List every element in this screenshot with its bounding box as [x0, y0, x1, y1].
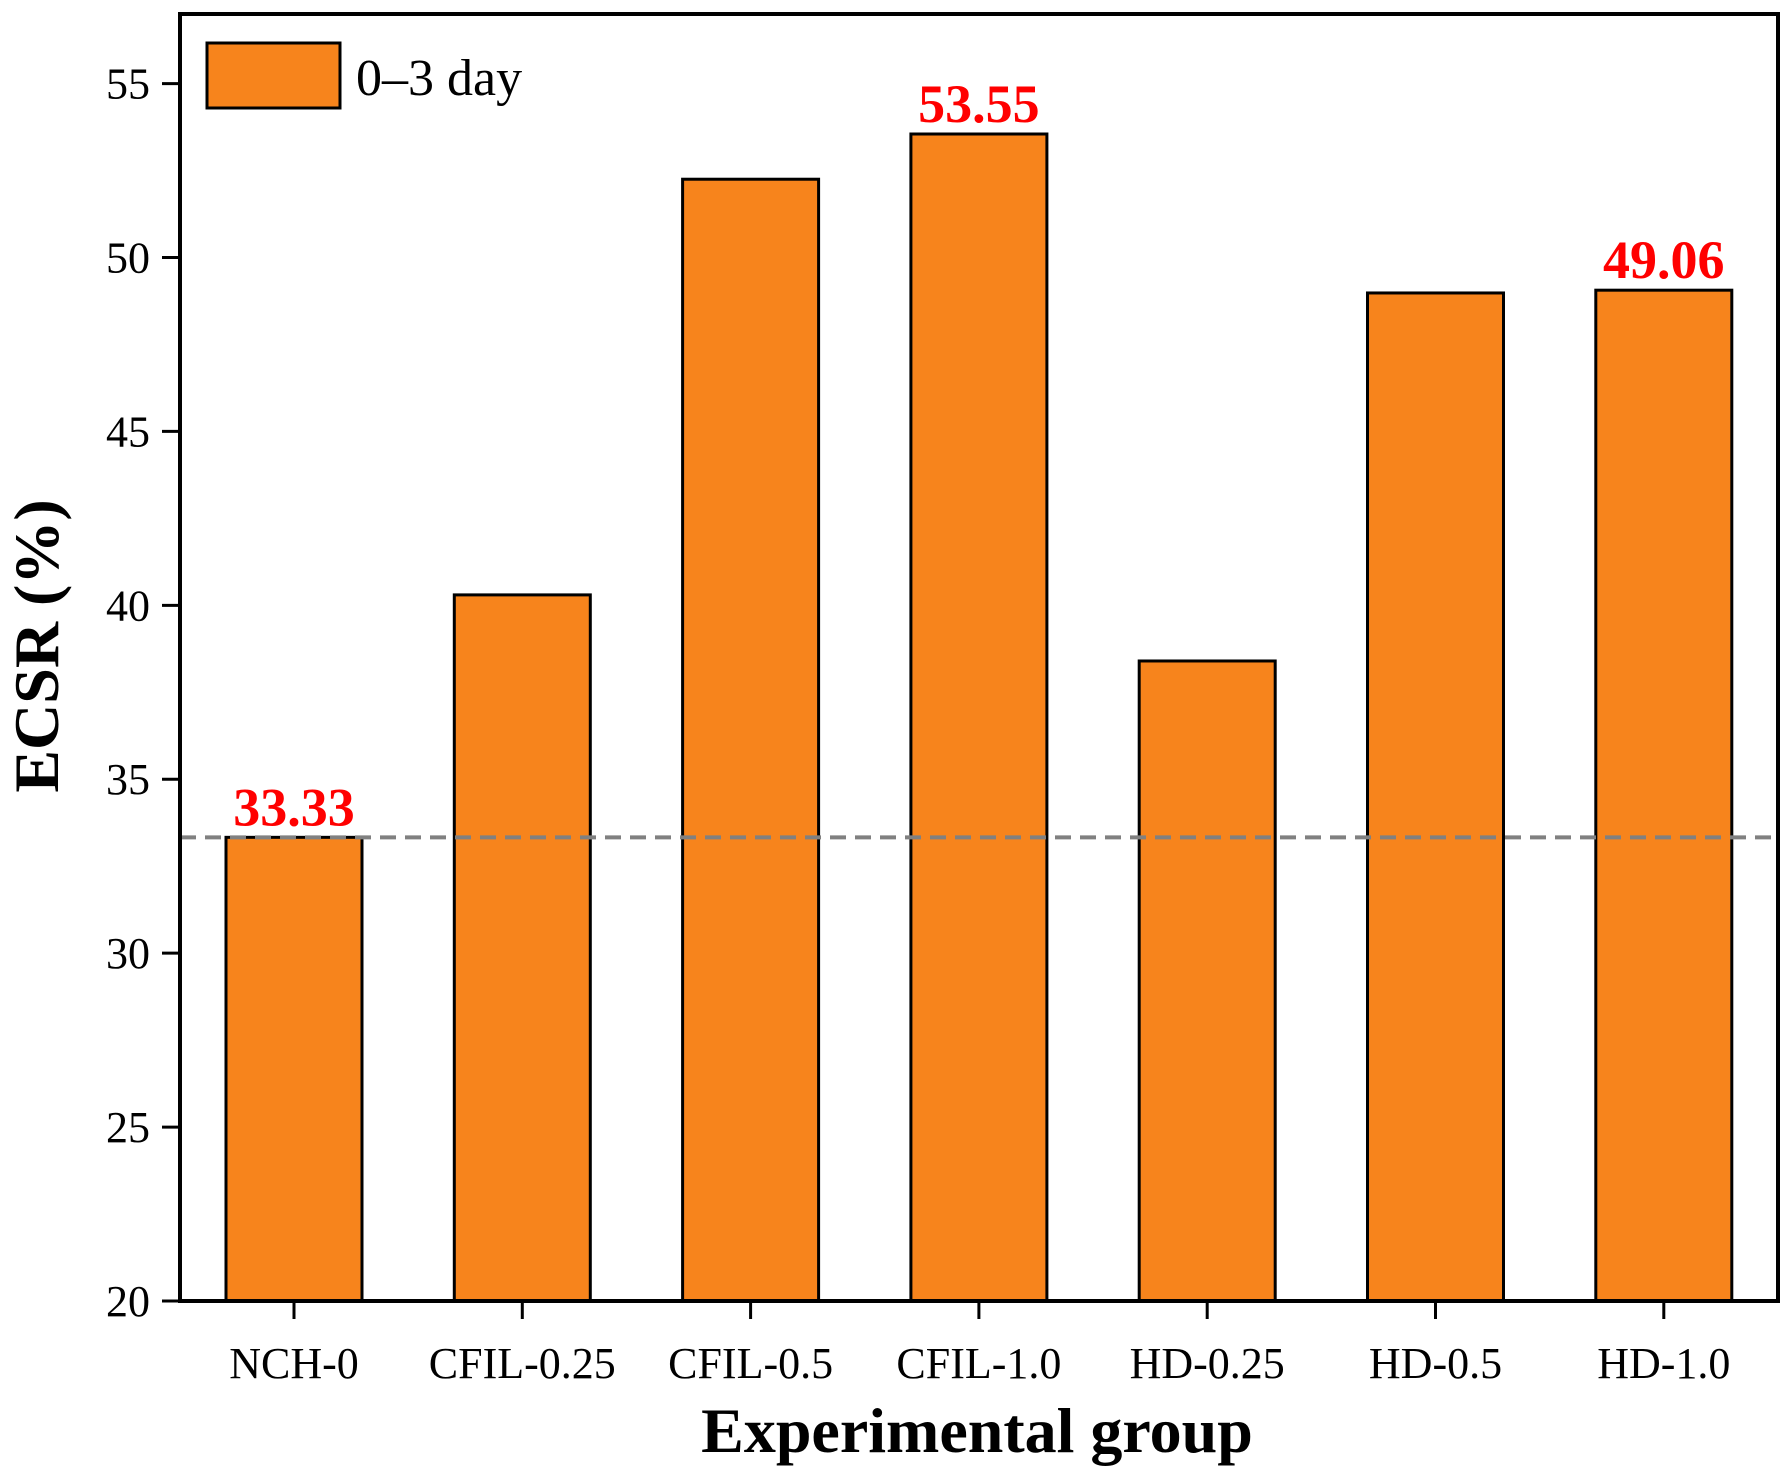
legend-swatch	[205, 41, 342, 110]
y-axis-title: ECSR (%)	[1, 499, 72, 792]
y-tick-label: 35	[106, 755, 150, 804]
x-tick-label: HD-0.25	[1130, 1339, 1285, 1388]
y-tick-label: 50	[106, 233, 150, 282]
data-label-nch-0: 33.33	[233, 777, 355, 837]
y-tick-label: 30	[106, 929, 150, 978]
axes-layer: 20 25 30 35 40 45 50 55 NCH-0 CFIL-0.25 CFIL-0.5 CF…	[106, 12, 1780, 1388]
data-label-hd-1-0: 49.06	[1603, 230, 1725, 290]
data-label-cfil-1-0: 53.55	[918, 74, 1040, 134]
bar-cfil-1-0	[909, 132, 1049, 1303]
y-tick-label: 55	[106, 60, 150, 109]
x-tick-label: NCH-0	[229, 1339, 359, 1388]
x-tick-label: CFIL-1.0	[896, 1339, 1061, 1388]
bar-nch-0	[224, 835, 364, 1303]
bar-hd-0-5	[1366, 291, 1505, 1303]
bar-cfil-0-25	[452, 593, 592, 1303]
y-tick-label: 25	[106, 1103, 150, 1152]
y-tick-label: 20	[106, 1277, 150, 1326]
bar-cfil-0-5	[681, 177, 821, 1303]
x-tick-label: CFIL-0.25	[429, 1339, 616, 1388]
x-tick-label: HD-0.5	[1369, 1339, 1502, 1388]
y-tick-label: 45	[106, 407, 150, 456]
x-tick-label: HD-1.0	[1597, 1339, 1730, 1388]
legend-label: 0–3 day	[356, 50, 522, 107]
bar-hd-1-0	[1594, 288, 1734, 1303]
bars-layer	[224, 132, 1734, 1303]
y-tick-label: 40	[106, 581, 150, 630]
legend: 0–3 day	[205, 41, 522, 110]
x-tick-label: CFIL-0.5	[668, 1339, 833, 1388]
data-labels-layer: 33.33 53.55 49.06	[233, 74, 1724, 837]
x-axis-title: Experimental group	[701, 1395, 1253, 1466]
bar-hd-0-25	[1137, 659, 1277, 1303]
